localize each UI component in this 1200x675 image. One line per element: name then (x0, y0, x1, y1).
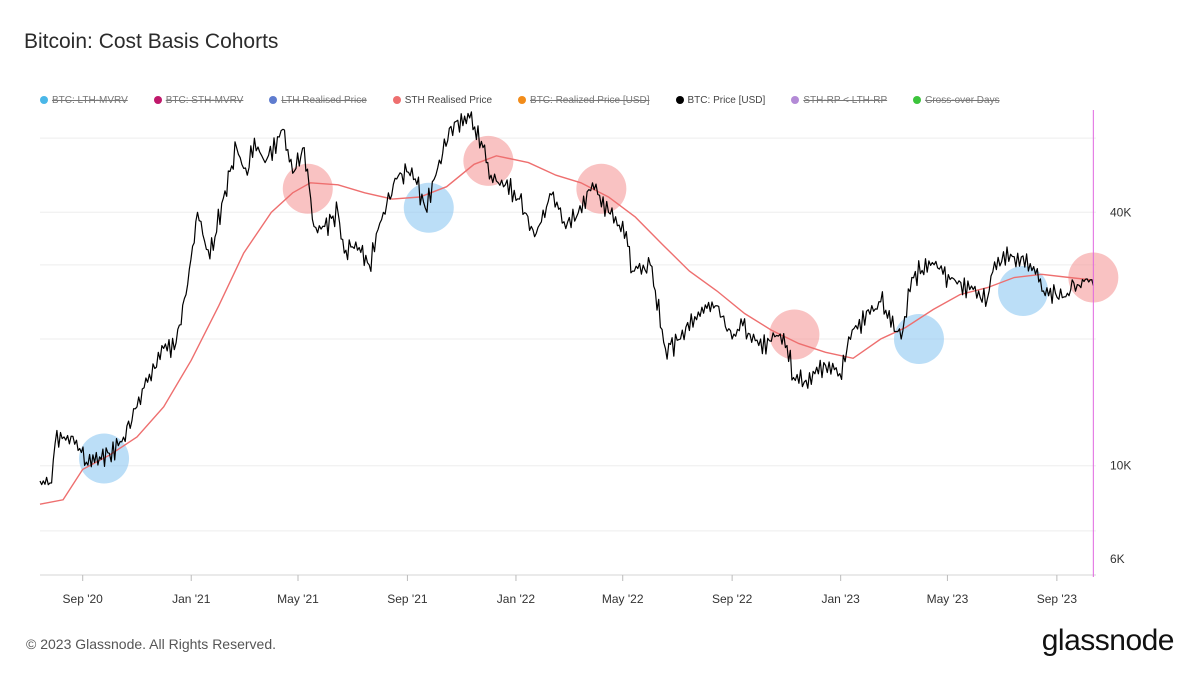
x-tick-label: Sep '20 (63, 592, 104, 606)
blue-highlight-circle (998, 266, 1049, 317)
legend-dot-icon (675, 96, 684, 104)
legend-label: STH-RP < LTH-RP (803, 94, 888, 106)
legend-item[interactable]: LTH Realised Price (269, 94, 367, 106)
x-tick-label: May '21 (277, 592, 319, 606)
y-tick-label: 6K (1110, 552, 1125, 566)
y-tick-label: 10K (1110, 459, 1131, 473)
legend-label: Cross-over Days (925, 94, 1000, 106)
legend-item[interactable]: Cross-over Days (913, 94, 1000, 106)
legend-item[interactable]: BTC: LTH-MVRV (40, 95, 128, 106)
x-tick-label: Sep '21 (387, 592, 428, 606)
x-tick-label: Jan '22 (497, 592, 536, 606)
glassnode-logo[interactable]: glassnode (1041, 624, 1175, 657)
x-tick-label: Jan '23 (822, 592, 861, 606)
legend-item[interactable]: STH-RP < LTH-RP (791, 95, 887, 106)
legend-dot-icon (269, 96, 278, 104)
legend-item[interactable]: BTC: Realized Price [USD] (518, 94, 650, 106)
legend-label: BTC: LTH-MVRV (52, 94, 128, 106)
chart-area[interactable]: Sep '20 Jan '21 May '21 Sep '21 Jan '22 May '… (0, 100, 1200, 615)
legend-label: LTH Realised Price (281, 94, 367, 106)
pink-highlight-circle (769, 309, 820, 360)
legend-item[interactable]: BTC: STH-MVRV (153, 94, 244, 106)
legend-label: BTC: STH-MVRV (165, 94, 244, 106)
y-tick-label: 40K (1110, 205, 1131, 219)
sth-realised-price-line (39, 155, 1094, 505)
pink-highlight-circle (463, 135, 514, 186)
x-tick-label: Sep '23 (1037, 592, 1078, 606)
x-tick-label: May '22 (602, 592, 644, 606)
legend-dot-icon (153, 96, 162, 104)
legend-label: STH Realised Price (404, 94, 493, 106)
blue-highlight-circle (403, 182, 454, 233)
legend-label: BTC: Realized Price [USD] (530, 94, 650, 106)
legend-label: BTC: Price [USD] (687, 94, 766, 106)
x-tick-label: May '23 (927, 592, 969, 606)
legend-item[interactable]: STH Realised Price (392, 94, 493, 106)
legend-dot-icon (40, 96, 48, 104)
legend-dot-icon (791, 96, 800, 104)
pink-highlight-circle (282, 163, 333, 214)
x-tick-label: Jan '21 (172, 592, 211, 606)
legend-dot-icon (392, 96, 401, 104)
legend-dot-icon (913, 96, 922, 104)
x-tick-label: Sep '22 (712, 592, 753, 606)
btc-price-line (39, 111, 1094, 486)
legend-dot-icon (518, 96, 527, 104)
legend: BTC: LTH-MVRV BTC: STH-MVRV LTH Realised P… (40, 92, 1026, 108)
legend-item[interactable]: BTC: Price [USD] (675, 94, 766, 106)
copyright-text: © 2023 Glassnode. All Rights Reserved. (26, 636, 277, 652)
chart-title: Bitcoin: Cost Basis Cohorts (24, 30, 279, 53)
